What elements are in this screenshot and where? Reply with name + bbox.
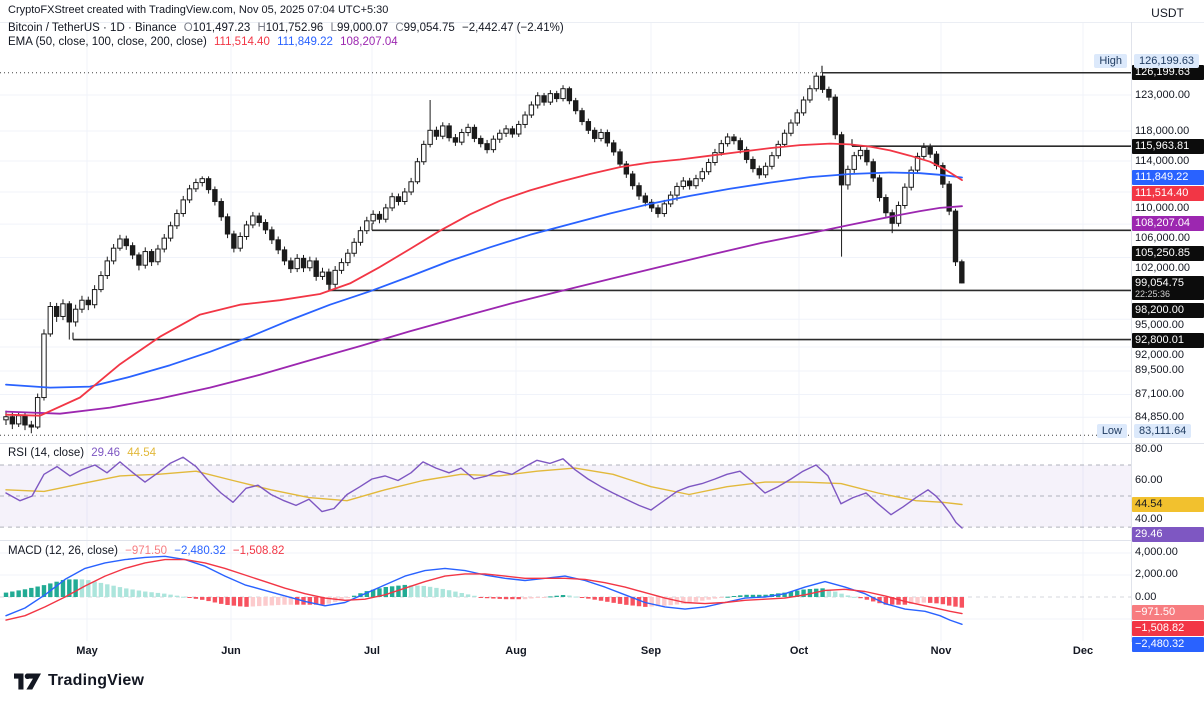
axis-scale-label: 87,100.00 bbox=[1135, 388, 1184, 401]
macd-line-value: −2,480.32 bbox=[174, 545, 226, 557]
tradingview-logo[interactable]: TradingView bbox=[14, 672, 144, 690]
low-badge: Low bbox=[1096, 424, 1127, 439]
chart-canvas[interactable] bbox=[0, 0, 1131, 641]
high-badge: High bbox=[1094, 53, 1127, 68]
high-label: H bbox=[257, 22, 266, 34]
month-label: Nov bbox=[930, 645, 952, 657]
axis-scale-label: 92,000.00 bbox=[1135, 349, 1184, 361]
macd-signal-value: −1,508.82 bbox=[232, 545, 285, 557]
axis-price-tag: 105,250.85 bbox=[1132, 246, 1204, 261]
month-label: May bbox=[76, 645, 98, 657]
low-badge-value: 83,111.64 bbox=[1134, 424, 1192, 439]
low-label: L bbox=[330, 22, 337, 34]
attribution-text: CryptoFXStreet created with TradingView.… bbox=[8, 4, 389, 16]
axis-scale-label: 80.00 bbox=[1135, 442, 1163, 455]
axis-price-tag: 111,514.40 bbox=[1132, 186, 1204, 201]
last-price-tag: 99,054.75 22:25:36 bbox=[1132, 276, 1204, 300]
axis-scale-label: 4,000.00 bbox=[1135, 546, 1178, 559]
month-label: Jul bbox=[364, 645, 380, 657]
ema-legend[interactable]: EMA (50, close, 100, close, 200, close) … bbox=[8, 36, 402, 48]
axis-scale-label: 118,000.00 bbox=[1135, 124, 1190, 137]
month-label: Oct bbox=[789, 645, 809, 657]
axis-scale-label: 114,000.00 bbox=[1135, 154, 1190, 167]
axis-price-tag: 98,200.00 bbox=[1132, 303, 1204, 318]
axis-price-tag: 126,199.63 bbox=[1132, 65, 1204, 81]
axis-price-tag: 111,849.22 bbox=[1132, 170, 1204, 185]
axis-scale-label: 40.00 bbox=[1135, 513, 1163, 526]
ema200-value: 108,207.04 bbox=[340, 36, 398, 48]
axis-price-tag: 115,963.81 bbox=[1132, 138, 1204, 154]
open-value: 101,497.23 bbox=[192, 22, 251, 34]
axis-scale-label: 95,000.00 bbox=[1135, 319, 1184, 331]
macd-hist-value: −971.50 bbox=[125, 545, 168, 557]
chart-top-border bbox=[0, 22, 1204, 23]
ema-title: EMA (50, close, 100, close, 200, close) bbox=[8, 36, 207, 48]
rsi-ma-value: 44.54 bbox=[127, 447, 157, 459]
price-axis-border bbox=[1131, 22, 1132, 641]
time-axis[interactable]: May Jun Jul Aug Sep Oct Nov Dec bbox=[0, 641, 1131, 663]
axis-scale-label: 110,000.00 bbox=[1135, 202, 1190, 214]
high-value: 101,752.96 bbox=[265, 22, 324, 34]
macd-title: MACD (12, 26, close) bbox=[8, 545, 118, 557]
open-label: O bbox=[183, 22, 193, 34]
macd-pane-divider[interactable] bbox=[0, 540, 1204, 541]
high-badge-value: 126,199.63 bbox=[1134, 53, 1200, 68]
close-label: C bbox=[395, 22, 404, 34]
axis-scale-label: 106,000.00 bbox=[1135, 232, 1191, 244]
rsi-legend[interactable]: RSI (14, close) 29.46 44.54 bbox=[8, 447, 160, 459]
axis-scale-label: 2,000.00 bbox=[1135, 568, 1178, 581]
axis-price-tag: 29.46 bbox=[1132, 527, 1204, 543]
month-label: Sep bbox=[640, 645, 662, 657]
axis-scale-label: 89,500.00 bbox=[1135, 364, 1184, 377]
low-value: 99,000.07 bbox=[336, 22, 389, 34]
ema50-value: 111,514.40 bbox=[214, 36, 270, 48]
axis-price-tag: −2,480.32 bbox=[1132, 636, 1204, 652]
axis-currency-label: USDT bbox=[1151, 6, 1184, 20]
axis-price-tag: 44.54 bbox=[1132, 497, 1204, 513]
month-label: Dec bbox=[1072, 645, 1094, 657]
axis-scale-label: 102,000.00 bbox=[1135, 262, 1191, 274]
change-value: −2,442.47 (−2.41%) bbox=[462, 22, 564, 34]
month-label: Aug bbox=[505, 645, 527, 657]
rsi-pane-divider[interactable] bbox=[0, 443, 1204, 444]
tradingview-logo-text: TradingView bbox=[48, 672, 145, 689]
axis-scale-label: 0.00 bbox=[1135, 590, 1157, 603]
symbol-legend[interactable]: Bitcoin / TetherUS · 1D · Binance O101,4… bbox=[8, 22, 568, 34]
close-value: 99,054.75 bbox=[403, 22, 455, 34]
axis-price-tag: 92,800.01 bbox=[1132, 333, 1204, 348]
countdown: 22:25:36 bbox=[1135, 289, 1171, 299]
axis-scale-label: 84,850.00 bbox=[1135, 410, 1184, 423]
axis-scale-label: 123,000.00 bbox=[1135, 88, 1191, 101]
symbol-title: Bitcoin / TetherUS · 1D · Binance bbox=[8, 22, 177, 34]
macd-legend[interactable]: MACD (12, 26, close) −971.50 −2,480.32 −… bbox=[8, 545, 288, 557]
tradingview-logo-icon bbox=[14, 672, 41, 690]
axis-scale-label: 60.00 bbox=[1135, 474, 1163, 487]
axis-price-tag: 108,207.04 bbox=[1132, 216, 1204, 231]
rsi-title: RSI (14, close) bbox=[8, 447, 85, 459]
axis-price-tag: −1,508.82 bbox=[1132, 620, 1204, 636]
rsi-value: 29.46 bbox=[91, 447, 121, 459]
ema100-value: 111,849.22 bbox=[277, 36, 333, 48]
axis-price-tag: −971.50 bbox=[1132, 604, 1204, 620]
month-label: Jun bbox=[221, 645, 241, 657]
